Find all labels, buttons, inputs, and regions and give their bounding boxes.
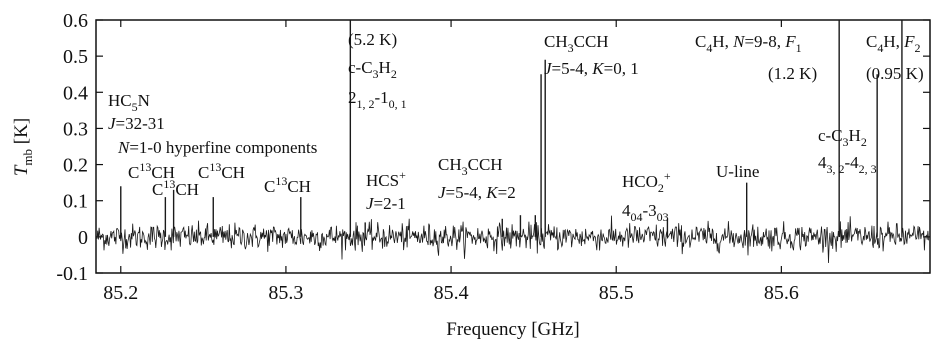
annotation-c13ch-2: C13CH [152, 177, 199, 199]
y-tick-label: -0.1 [56, 263, 88, 285]
x-tick-label: 85.4 [434, 282, 469, 304]
y-tick-label: 0 [78, 227, 88, 249]
x-axis-label: Frequency [GHz] [446, 319, 579, 340]
y-tick-label: 0.6 [63, 10, 88, 32]
x-tick-label: 85.5 [599, 282, 634, 304]
x-tick-label: 85.3 [268, 282, 303, 304]
x-tick-label: 85.2 [103, 282, 138, 304]
annotation-c4h-b: C4H, F2 [866, 32, 921, 55]
annotation-ch3cch-k2-trans: J=5-4, K=2 [438, 183, 516, 202]
annotation-temp-12: (1.2 K) [768, 64, 817, 83]
y-tick-label: 0.1 [63, 191, 88, 213]
annotation-ch3cch-k01: CH3CCH [544, 32, 609, 55]
annotation-c3h2-b: c-C3H2 [818, 126, 867, 149]
annotation-hc5n: HC5N [108, 91, 150, 114]
y-axis-label: Tmb [K] [11, 118, 35, 176]
annotation-ch3cch-k2: CH3CCH [438, 155, 503, 178]
annotation-temp-52: (5.2 K) [348, 30, 397, 49]
plot-area [96, 20, 929, 264]
axis-ticks [96, 19, 930, 274]
annotation-hco2-trans: 404-303 [622, 201, 669, 224]
annotation-hc5n-trans: J=32-31 [108, 114, 165, 133]
y-tick-label: 0.2 [63, 155, 88, 177]
spectral-lines [120, 20, 903, 237]
annotation-hyperfine: N=1-0 hyperfine components [117, 138, 317, 157]
annotation-hco2: HCO2+ [622, 169, 671, 195]
annotation-c13ch-3: C13CH [198, 160, 245, 182]
annotation-hcs-trans: J=2-1 [366, 194, 406, 213]
annotation-c13ch-4: C13CH [264, 174, 311, 196]
y-tick-label: 0.4 [63, 82, 88, 104]
annotation-c4h-a: C4H, N=9-8, F1 [695, 32, 802, 55]
y-tick-label: 0.5 [63, 46, 88, 68]
annotation-uline: U-line [716, 162, 759, 181]
annotation-ch3cch-k01-trans: J=5-4, K=0, 1 [544, 59, 639, 78]
annotation-hcs: HCS+ [366, 168, 406, 190]
annotation-c3h2-a: c-C3H2 [348, 58, 397, 81]
spectrum-trace [96, 215, 929, 264]
axis-tick-labels: 85.2 85.3 85.4 85.5 85.6 -0.1 0 0.1 0.2 0.3 0.4 0.5… [56, 10, 799, 304]
annotation-c3h2-a-trans: 21, 2-10, 1 [348, 88, 407, 111]
x-tick-label: 85.6 [764, 282, 799, 304]
annotation-c13ch-1: C13CH [128, 160, 175, 182]
y-tick-label: 0.3 [63, 118, 88, 140]
annotation-c3h2-b-trans: 43, 2-42, 3 [818, 153, 877, 176]
annotation-temp-095: (0.95 K) [866, 64, 924, 83]
